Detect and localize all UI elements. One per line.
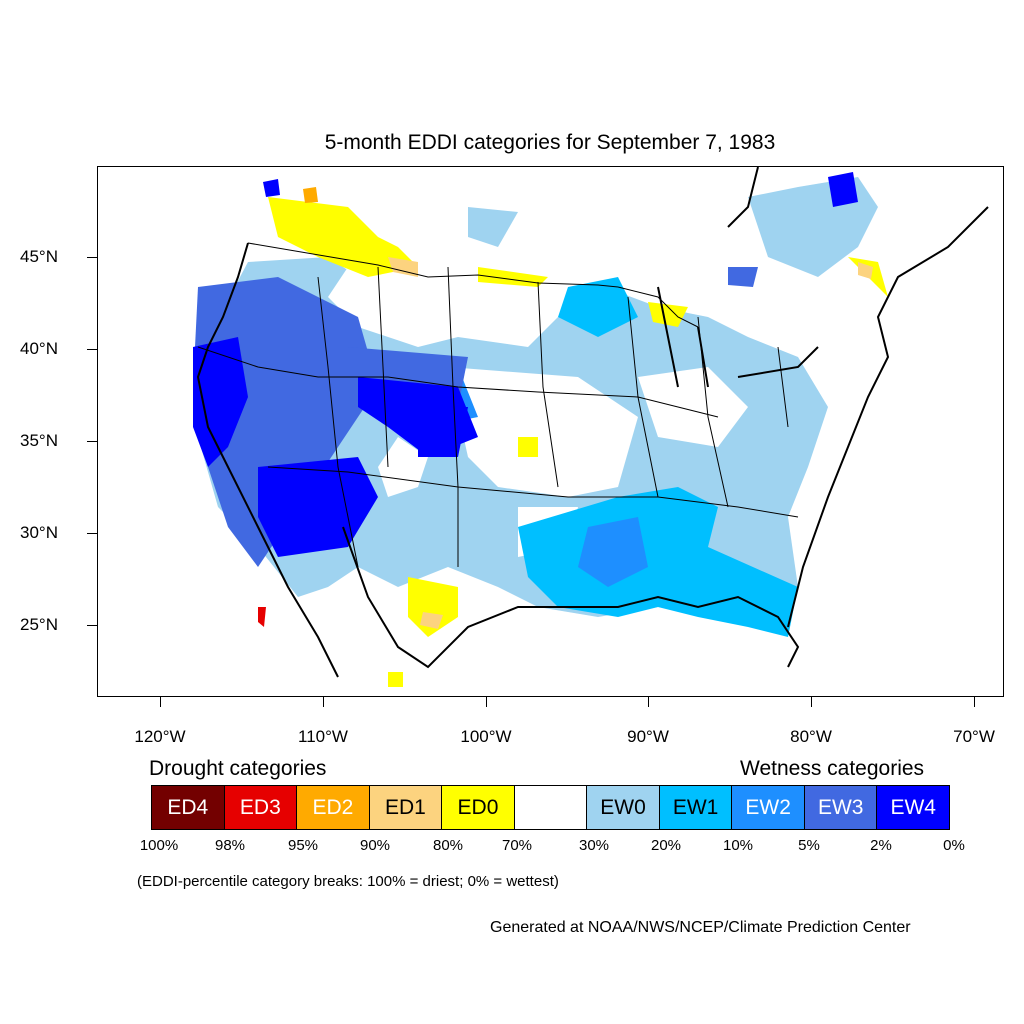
lon-tick-80	[811, 697, 812, 707]
legend-ed3-label: ED3	[239, 795, 281, 819]
category-note: (EDDI-percentile category breaks: 100% =…	[137, 873, 559, 890]
legend-ed0: ED0	[442, 786, 515, 829]
wetness-heading: Wetness categories	[740, 757, 925, 780]
lon-tick-90	[648, 697, 649, 707]
percentile-label: 95%	[287, 837, 319, 854]
legend-ew3: EW3	[804, 786, 878, 829]
lat-label-25: 25°N	[20, 615, 58, 634]
legend-ew4-label: EW4	[890, 795, 936, 819]
lat-label-30: 30°N	[20, 523, 58, 542]
legend-ew0: EW0	[587, 786, 660, 829]
legend-ew4: EW4	[877, 786, 950, 829]
map-title: 5-month EDDI categories for September 7,…	[324, 131, 776, 154]
lat-tick-30	[87, 533, 97, 534]
lat-tick-45	[87, 257, 97, 258]
lon-label-100: 100°W	[460, 727, 512, 746]
percentile-label: 100%	[139, 837, 179, 854]
lon-label-110: 110°W	[298, 727, 348, 746]
lon-tick-120	[160, 697, 161, 707]
legend-ew2-label: EW2	[745, 795, 791, 819]
percentile-label: 30%	[578, 837, 610, 854]
legend-ed4-label: ED4	[167, 795, 209, 819]
category-legend: ED4 ED3 ED2 ED1 ED0 EW0 EW1 EW2 EW3 EW4	[151, 785, 950, 830]
legend-ed1-label: ED1	[384, 795, 426, 819]
percentile-label: 80%	[432, 837, 464, 854]
legend-ed1: ED1	[369, 786, 443, 829]
lat-tick-25	[87, 625, 97, 626]
legend-ew1: EW1	[659, 786, 733, 829]
ed2-regions	[303, 187, 318, 203]
percentile-label: 98%	[214, 837, 246, 854]
ed1-regions	[388, 257, 873, 629]
legend-ed4: ED4	[152, 786, 225, 829]
legend-ew1-label: EW1	[672, 795, 719, 819]
eddi-map	[193, 167, 989, 687]
legend-ew2: EW2	[732, 786, 805, 829]
lon-tick-110	[323, 697, 324, 707]
legend-ew0-label: EW0	[600, 795, 646, 819]
lat-label-40: 40°N	[20, 339, 58, 358]
legend-ed3: ED3	[224, 786, 298, 829]
lon-tick-70	[974, 697, 975, 707]
map-panel	[97, 166, 1004, 697]
boundaries	[197, 242, 799, 568]
lat-label-45: 45°N	[20, 247, 58, 266]
percentile-label: 20%	[650, 837, 682, 854]
percentile-label: 10%	[722, 837, 754, 854]
percentile-label: 0%	[943, 837, 965, 854]
lat-tick-40	[87, 349, 97, 350]
ew4-regions	[193, 172, 858, 557]
legend-ed2-label: ED2	[312, 795, 354, 819]
coastline	[196, 167, 989, 678]
ed3-regions	[258, 607, 266, 627]
legend-ed0-label: ED0	[457, 795, 499, 819]
lat-label-35: 35°N	[20, 431, 58, 450]
percentile-label: 5%	[798, 837, 820, 854]
credit-text: Generated at NOAA/NWS/NCEP/Climate Predi…	[490, 919, 911, 936]
lon-label-80: 80°W	[790, 727, 832, 746]
legend-neutral	[514, 786, 588, 829]
lon-label-90: 90°W	[627, 727, 669, 746]
percentile-label: 70%	[501, 837, 533, 854]
drought-heading: Drought categories	[149, 757, 327, 780]
lat-tick-35	[87, 441, 97, 442]
legend-ed2: ED2	[297, 786, 370, 829]
percentile-label: 90%	[359, 837, 391, 854]
lon-label-70: 70°W	[953, 727, 995, 746]
lon-label-120: 120°W	[134, 727, 186, 746]
percentile-label: 2%	[870, 837, 892, 854]
legend-ew3-label: EW3	[817, 795, 864, 819]
lon-tick-100	[486, 697, 487, 707]
